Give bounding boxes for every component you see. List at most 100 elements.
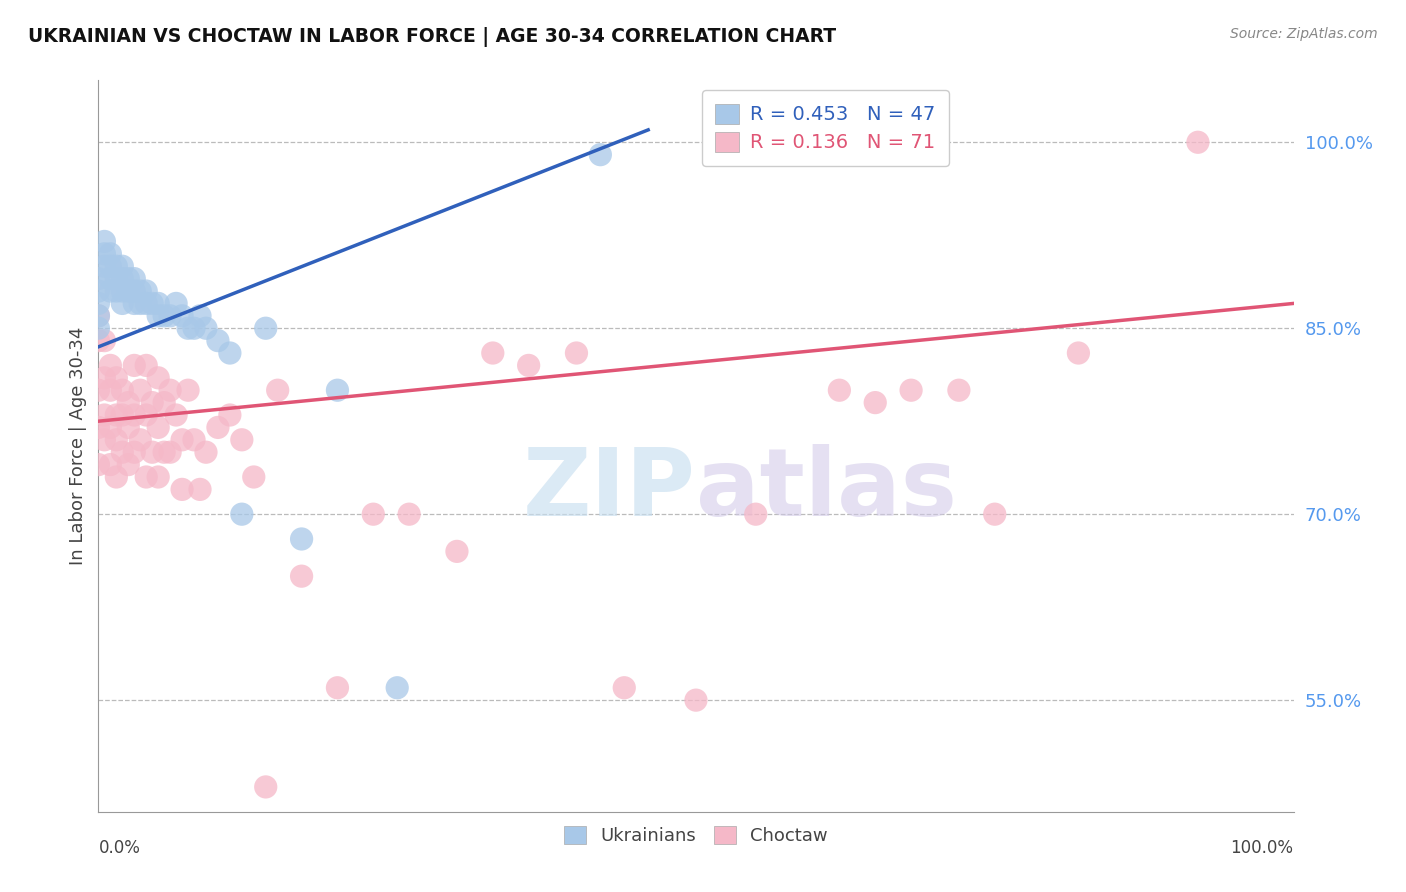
Point <box>98 359 122 373</box>
Point <box>172 483 194 497</box>
Point <box>172 309 194 323</box>
Point <box>124 445 146 459</box>
Point <box>111 445 134 459</box>
Point <box>129 284 152 298</box>
Y-axis label: In Labor Force | Age 30-34: In Labor Force | Age 30-34 <box>69 326 87 566</box>
Point <box>363 507 385 521</box>
Point <box>1187 135 1209 149</box>
Point <box>828 383 851 397</box>
Point <box>865 395 887 409</box>
Point <box>87 309 110 323</box>
Point <box>98 247 122 261</box>
Point <box>87 383 110 397</box>
Point <box>398 507 420 521</box>
Point <box>231 433 253 447</box>
Point <box>105 271 128 285</box>
Point <box>124 408 146 422</box>
Point <box>124 296 146 310</box>
Point <box>117 395 139 409</box>
Point <box>98 284 122 298</box>
Point <box>87 271 110 285</box>
Text: ZIP: ZIP <box>523 444 696 536</box>
Point <box>326 681 349 695</box>
Point <box>565 346 588 360</box>
Point <box>93 433 115 447</box>
Point <box>135 408 157 422</box>
Point <box>153 445 176 459</box>
Point <box>948 383 970 397</box>
Point <box>93 408 115 422</box>
Point <box>105 408 128 422</box>
Point <box>148 420 170 434</box>
Point <box>589 147 612 161</box>
Point <box>148 470 170 484</box>
Point <box>172 433 194 447</box>
Point <box>141 445 163 459</box>
Point <box>111 296 134 310</box>
Point <box>159 445 181 459</box>
Legend: Ukrainians, Choctaw: Ukrainians, Choctaw <box>555 816 837 854</box>
Point <box>117 420 139 434</box>
Point <box>141 395 163 409</box>
Point <box>254 780 277 794</box>
Point <box>291 569 314 583</box>
Point <box>195 445 218 459</box>
Point <box>243 470 266 484</box>
Point <box>98 271 122 285</box>
Point <box>326 383 349 397</box>
Point <box>98 259 122 273</box>
Point <box>98 458 122 472</box>
Point <box>135 296 157 310</box>
Point <box>148 296 170 310</box>
Point <box>177 383 200 397</box>
Point <box>135 359 157 373</box>
Point <box>98 383 122 397</box>
Point <box>111 408 134 422</box>
Point <box>207 334 229 348</box>
Text: atlas: atlas <box>696 444 957 536</box>
Point <box>188 309 211 323</box>
Point <box>135 470 157 484</box>
Point <box>153 309 176 323</box>
Point <box>105 284 128 298</box>
Point <box>1067 346 1090 360</box>
Point <box>87 321 110 335</box>
Point <box>141 296 163 310</box>
Point <box>87 309 110 323</box>
Point <box>87 334 110 348</box>
Point <box>87 284 110 298</box>
Point <box>517 359 540 373</box>
Point <box>159 383 181 397</box>
Point <box>219 408 242 422</box>
Point <box>87 458 110 472</box>
Point <box>129 433 152 447</box>
Point <box>117 271 139 285</box>
Point <box>105 433 128 447</box>
Point <box>93 235 115 249</box>
Text: 100.0%: 100.0% <box>1230 839 1294 857</box>
Point <box>111 271 134 285</box>
Point <box>135 284 157 298</box>
Point <box>87 296 110 310</box>
Point <box>267 383 290 397</box>
Point <box>129 296 152 310</box>
Point <box>124 284 146 298</box>
Point <box>900 383 922 397</box>
Point <box>93 371 115 385</box>
Point <box>153 395 176 409</box>
Point <box>188 483 211 497</box>
Point <box>93 334 115 348</box>
Point <box>165 408 187 422</box>
Point <box>613 681 636 695</box>
Point <box>385 681 409 695</box>
Point <box>219 346 242 360</box>
Point <box>984 507 1007 521</box>
Point <box>93 247 115 261</box>
Point <box>124 359 146 373</box>
Text: UKRAINIAN VS CHOCTAW IN LABOR FORCE | AGE 30-34 CORRELATION CHART: UKRAINIAN VS CHOCTAW IN LABOR FORCE | AG… <box>28 27 837 46</box>
Point <box>105 470 128 484</box>
Point <box>105 259 128 273</box>
Point <box>159 309 181 323</box>
Point <box>165 296 187 310</box>
Point <box>111 259 134 273</box>
